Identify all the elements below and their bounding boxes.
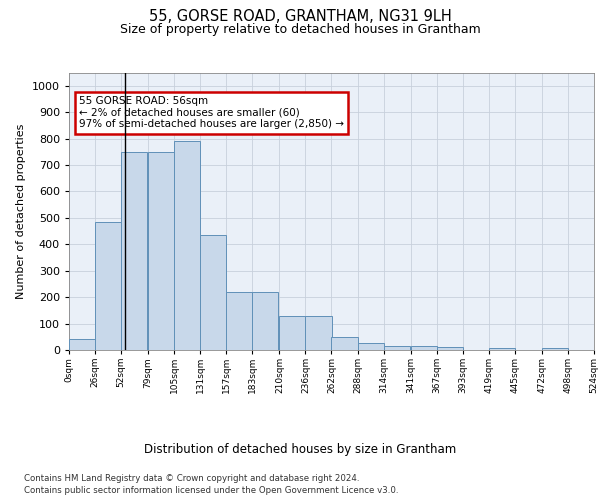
Bar <box>69 340 95 350</box>
Text: Size of property relative to detached houses in Grantham: Size of property relative to detached ho… <box>119 22 481 36</box>
Bar <box>358 343 383 350</box>
Bar <box>226 292 253 350</box>
Bar <box>174 141 200 350</box>
Text: Distribution of detached houses by size in Grantham: Distribution of detached houses by size … <box>144 442 456 456</box>
Text: Contains public sector information licensed under the Open Government Licence v3: Contains public sector information licen… <box>24 486 398 495</box>
Bar <box>148 152 174 350</box>
Y-axis label: Number of detached properties: Number of detached properties <box>16 124 26 299</box>
Bar <box>121 152 147 350</box>
Text: 55 GORSE ROAD: 56sqm
← 2% of detached houses are smaller (60)
97% of semi-detach: 55 GORSE ROAD: 56sqm ← 2% of detached ho… <box>79 96 344 130</box>
Bar <box>410 346 437 350</box>
Bar <box>280 316 305 350</box>
Bar <box>95 222 121 350</box>
Bar <box>437 348 463 350</box>
Text: Contains HM Land Registry data © Crown copyright and database right 2024.: Contains HM Land Registry data © Crown c… <box>24 474 359 483</box>
Text: 55, GORSE ROAD, GRANTHAM, NG31 9LH: 55, GORSE ROAD, GRANTHAM, NG31 9LH <box>149 9 451 24</box>
Bar <box>489 348 515 350</box>
Bar <box>253 292 278 350</box>
Bar <box>305 316 331 350</box>
Bar <box>331 337 358 350</box>
Bar <box>542 348 568 350</box>
Bar <box>200 235 226 350</box>
Bar <box>383 346 410 350</box>
